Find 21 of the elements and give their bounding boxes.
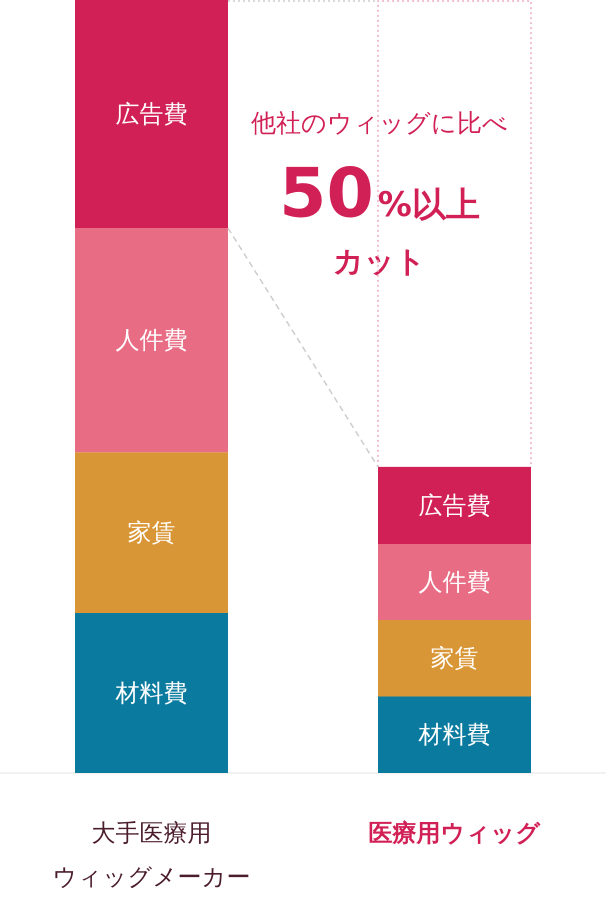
x-tick-label: 大手医療用ウィッグメーカー xyxy=(52,819,250,891)
series-label: 家賃 xyxy=(430,644,478,672)
series-label: 広告費 xyxy=(418,492,490,520)
annotation: 他社のウィッグに比べ xyxy=(251,108,508,138)
bar xyxy=(378,544,531,620)
annotation: カット xyxy=(333,244,426,280)
bar xyxy=(378,696,531,773)
bar xyxy=(75,612,228,773)
series-label: 材料費 xyxy=(418,720,490,749)
series-label: 人件費 xyxy=(418,568,490,596)
text: 広告費 xyxy=(116,100,188,128)
bar xyxy=(378,620,531,696)
text: 人件費 xyxy=(116,326,188,354)
text: 家賃 xyxy=(128,518,176,547)
bar xyxy=(75,0,228,228)
annotation: 50%以上 xyxy=(279,154,480,234)
bar xyxy=(75,452,228,613)
x-tick-label: 医療用ウィッグ xyxy=(368,819,542,847)
text: 材料費 xyxy=(116,678,188,707)
bar xyxy=(378,466,531,544)
bar xyxy=(75,228,228,452)
